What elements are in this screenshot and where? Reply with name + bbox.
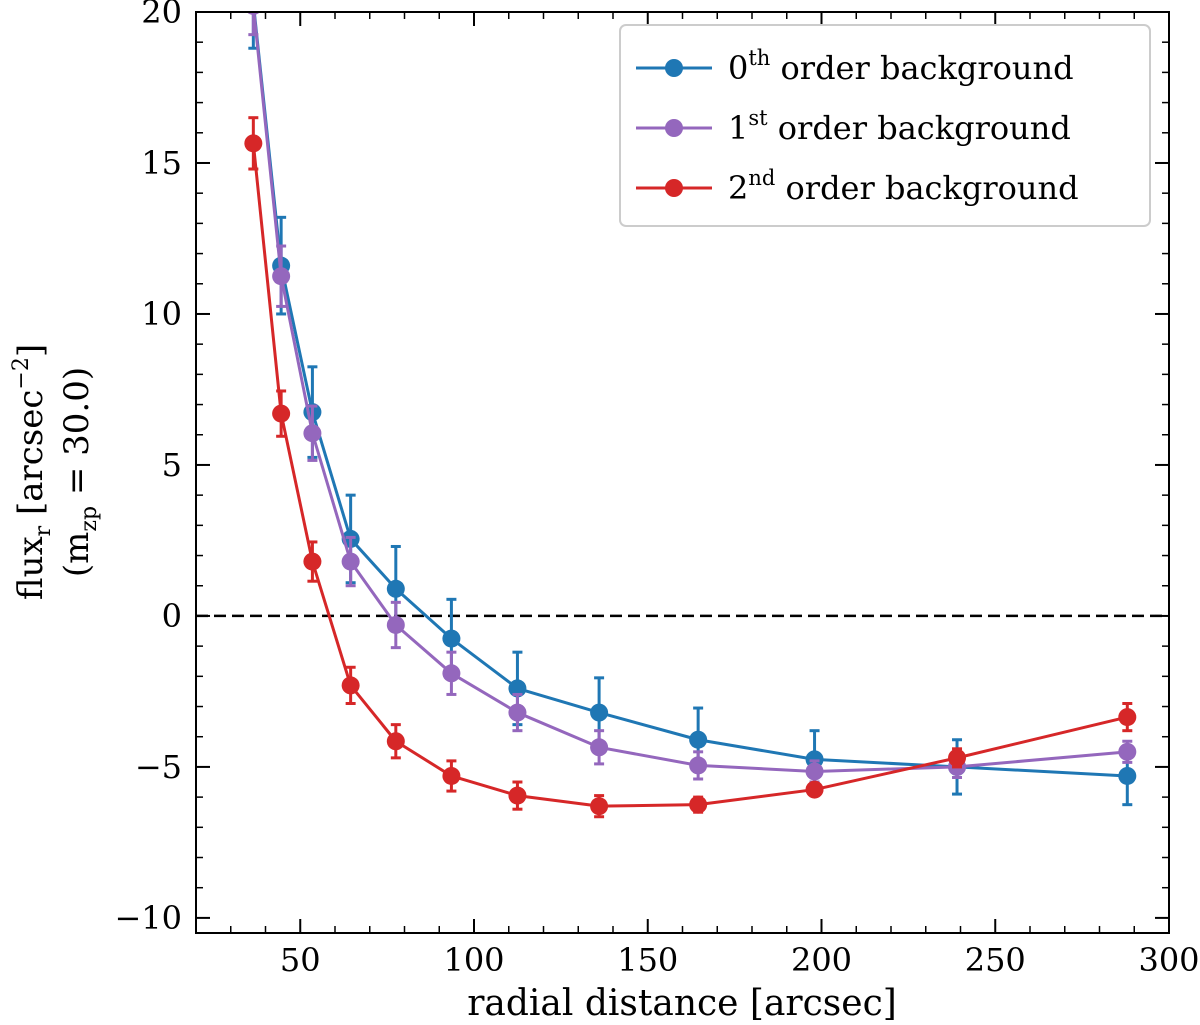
y-axis-label-line1: fluxr [arcsec−2] <box>9 344 56 600</box>
data-point <box>244 134 263 153</box>
data-point <box>689 756 708 775</box>
legend-marker <box>665 59 683 77</box>
data-point <box>805 762 824 781</box>
legend-marker <box>665 179 683 197</box>
data-point <box>303 552 322 571</box>
y-tick-label: 10 <box>141 295 182 333</box>
data-point <box>1118 766 1137 785</box>
data-point <box>948 748 967 767</box>
legend-entry-0: 0th order background <box>636 46 1074 87</box>
x-tick-label: 100 <box>443 941 504 979</box>
y-tick-label: 20 <box>141 0 182 31</box>
y-tick-label: −10 <box>114 899 182 937</box>
data-point <box>1118 708 1137 727</box>
data-point <box>442 629 461 648</box>
legend-entry-2: 2nd order background <box>636 166 1079 207</box>
data-point <box>386 579 405 598</box>
y-axis-label-line2: (mzp = 30.0) <box>57 367 102 577</box>
data-point <box>805 780 824 799</box>
y-tick-label: 15 <box>141 144 182 182</box>
data-point <box>386 615 405 634</box>
x-tick-label: 200 <box>791 941 852 979</box>
y-tick-label: 5 <box>162 446 182 484</box>
data-point <box>689 795 708 814</box>
legend-box <box>619 24 1151 227</box>
data-point <box>590 738 609 757</box>
minor-ticks <box>196 12 1169 933</box>
x-tick-label: 300 <box>1138 941 1199 979</box>
y-tick-label: 0 <box>162 597 182 635</box>
series-layer <box>244 12 1137 819</box>
data-point <box>508 679 527 698</box>
data-point <box>508 786 527 805</box>
legend-entry-1: 1st order background <box>636 106 1071 147</box>
y-axis-label-2: (mzp = 30.0) <box>57 367 102 577</box>
legend-label: 0th order background <box>728 46 1074 87</box>
data-point <box>1118 742 1137 761</box>
y-axis-label: fluxr [arcsec−2] <box>9 344 56 600</box>
x-tick-label: 50 <box>280 941 321 979</box>
data-point <box>272 404 291 423</box>
x-tick-label: 250 <box>965 941 1026 979</box>
y-tick-label: −5 <box>135 748 182 786</box>
data-point <box>590 703 609 722</box>
series-line <box>252 12 1128 778</box>
legend-entries: 0th order background 1st order background… <box>636 46 1079 207</box>
plot-frame <box>195 11 1170 934</box>
data-point <box>442 766 461 785</box>
data-point <box>689 730 708 749</box>
x-tick-label: 150 <box>617 941 678 979</box>
legend-label: 2nd order background <box>728 166 1079 207</box>
series-1 <box>246 12 1137 784</box>
data-point <box>590 797 609 816</box>
series-line <box>251 143 1128 808</box>
data-point <box>303 424 322 443</box>
legend: 0th order background 1st order background… <box>619 24 1151 227</box>
x-axis-label: radial distance [arcsec] <box>467 983 897 1024</box>
data-point <box>341 552 360 571</box>
y-tick-labels: −10 −5 0 5 10 15 20 <box>114 0 182 937</box>
data-point <box>272 267 291 286</box>
series-line <box>252 12 1128 773</box>
legend-marker <box>665 119 683 137</box>
series-0 <box>248 12 1137 807</box>
x-tick-labels: 50 100 150 200 250 300 <box>280 941 1200 979</box>
data-point <box>442 664 461 683</box>
data-point <box>341 676 360 695</box>
series-2 <box>244 116 1137 819</box>
data-point <box>508 703 527 722</box>
data-point <box>386 732 405 751</box>
legend-label: 1st order background <box>728 106 1071 147</box>
